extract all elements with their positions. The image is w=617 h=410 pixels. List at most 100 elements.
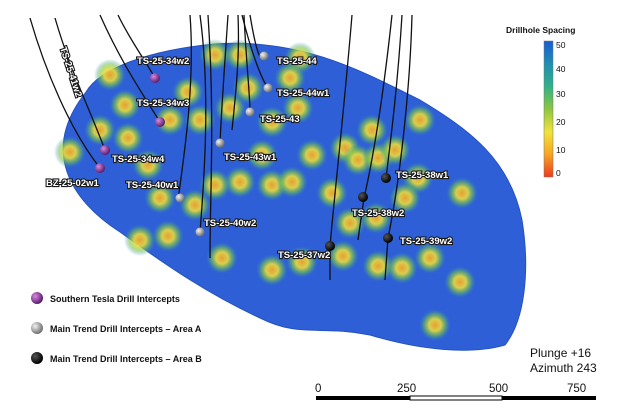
spacing-hotspot	[414, 242, 446, 274]
hole-label: TS-25-38w2	[352, 208, 404, 219]
area-a-intercept	[195, 227, 205, 237]
spacing-hotspot	[282, 92, 314, 124]
legend-tick: 0	[556, 168, 561, 178]
intercept-markers	[95, 51, 393, 251]
southern-tesla-intercept	[100, 145, 110, 155]
spacing-hotspot	[256, 106, 288, 138]
spacing-hotspot	[199, 169, 231, 201]
drill-trace	[243, 14, 251, 113]
spacing-hotspot	[132, 149, 164, 181]
scale-segment	[316, 396, 410, 400]
spacing-hotspot	[154, 104, 186, 136]
drill-trace	[219, 14, 229, 144]
hole-label: TS-25-41w2	[57, 46, 84, 99]
hole-label: TS-25-34w3	[137, 98, 189, 109]
area-a-intercept	[263, 83, 273, 93]
area-a-intercept	[245, 107, 255, 117]
scale-segment	[502, 396, 596, 400]
scale-tick-label: 500	[489, 383, 508, 395]
drill-trace	[385, 14, 403, 179]
hole-label: TS-25-44w1	[277, 88, 330, 99]
plunge-label: Plunge +16	[530, 346, 591, 360]
scale-tick-label: 0	[315, 383, 321, 395]
drill-trace	[357, 14, 393, 241]
drill-trace	[117, 14, 156, 79]
spacing-hotspot	[256, 254, 288, 286]
southern-tesla-key-swatch	[31, 292, 43, 304]
spacing-hotspot	[112, 122, 144, 154]
spacing-hotspot	[84, 114, 116, 146]
hole-label: TS-25-34w4	[112, 154, 165, 165]
spacing-hotspot	[386, 252, 418, 284]
spacing-hotspot	[419, 309, 451, 341]
spacing-hotspot	[144, 182, 176, 214]
spacing-hotspot	[327, 240, 359, 272]
spacing-hotspot	[379, 134, 411, 166]
drill-trace	[54, 17, 106, 151]
spacing-hotspot	[360, 202, 392, 234]
drill-trace	[329, 14, 353, 280]
spacing-hotspot	[286, 246, 318, 278]
drill-trace	[99, 14, 161, 123]
spacing-hotspot	[206, 242, 238, 274]
spacing-hotspot	[94, 59, 126, 91]
spacing-hotspot	[179, 189, 211, 221]
area-a-intercept	[175, 193, 185, 203]
spacing-hotspot	[172, 76, 204, 108]
spacing-hotspot	[296, 139, 328, 171]
spacing-hotspot	[152, 220, 184, 252]
spacing-hotspot	[274, 62, 306, 94]
spacing-hotspot	[446, 177, 478, 209]
drill-traces	[29, 14, 413, 281]
spacing-hotspot	[246, 139, 278, 171]
spacing-hotspot	[124, 224, 156, 256]
area-b-key-swatch	[31, 352, 43, 364]
spacing-hotspot	[276, 166, 308, 198]
scale-bar: 0 250 500 750	[315, 383, 596, 401]
area-b-intercept	[325, 241, 335, 251]
spacing-legend: Drillhole Spacing 50 40 30 20 10 0	[506, 25, 575, 178]
area-b-key-label: Main Trend Drill Intercepts – Area B	[50, 354, 202, 364]
area-b-intercept	[383, 233, 393, 243]
spacing-hotspot	[356, 114, 388, 146]
area-b-intercept	[358, 192, 368, 202]
drill-trace	[207, 14, 213, 259]
legend-colorbar	[543, 40, 554, 178]
hole-label: TS-25-44	[277, 56, 317, 67]
scale-tick-label: 250	[397, 383, 416, 395]
spacing-hotspot	[224, 39, 256, 71]
intercept-key: Southern Tesla Drill Intercepts Main Tre…	[31, 292, 202, 364]
southern-tesla-intercept	[155, 117, 165, 127]
drill-trace	[199, 14, 207, 233]
legend-tick: 30	[556, 89, 566, 99]
drill-trace	[29, 17, 101, 169]
legend-tick: 20	[556, 117, 566, 127]
spacing-hotspot	[54, 136, 86, 168]
spacing-hotspot	[109, 89, 141, 121]
hole-label: TS-25-37w2	[278, 250, 330, 261]
hole-label: TS-25-38w1	[396, 170, 449, 181]
legend-tick: 40	[556, 64, 566, 74]
drill-trace	[177, 14, 192, 201]
spacing-hotspot	[184, 104, 216, 136]
hole-label: TS-25-34w2	[137, 56, 189, 67]
area-b-intercept	[381, 173, 391, 183]
azimuth-label: Azimuth 243	[530, 361, 597, 375]
spacing-hotspot	[199, 39, 231, 71]
southern-tesla-intercept	[95, 163, 105, 173]
hole-label: TS-25-43	[260, 114, 300, 125]
spacing-hotspot	[316, 177, 348, 209]
hole-label: TS-25-39w2	[400, 236, 452, 247]
drill-trace	[384, 14, 413, 281]
drill-trace	[231, 14, 240, 131]
spacing-hotspot	[214, 92, 246, 124]
legend-title: Drillhole Spacing	[506, 25, 575, 35]
spacing-hotspot	[334, 207, 366, 239]
area-a-key-label: Main Trend Drill Intercepts – Area A	[50, 324, 202, 334]
legend-tick: 50	[556, 40, 566, 50]
area-a-intercept	[215, 138, 225, 148]
scale-segment	[409, 395, 503, 401]
scale-tick-label: 750	[567, 383, 586, 395]
